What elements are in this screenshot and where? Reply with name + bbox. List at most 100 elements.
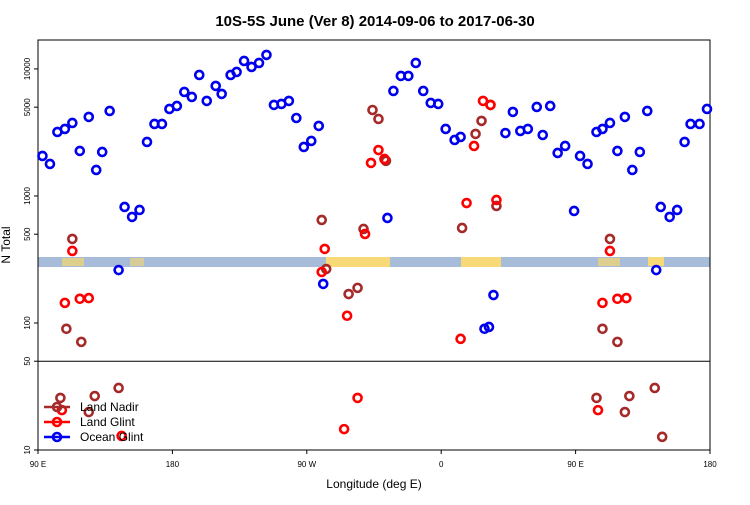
marker (522, 123, 534, 135)
marker (119, 201, 130, 213)
x-tick-label: 180 (703, 460, 717, 469)
marker (544, 100, 556, 112)
marker (298, 141, 310, 153)
marker (373, 113, 384, 125)
marker (656, 431, 668, 443)
marker (358, 223, 369, 235)
marker (373, 144, 384, 156)
marker (491, 194, 502, 206)
marker (134, 204, 145, 216)
marker (597, 323, 608, 335)
marker (67, 117, 78, 129)
marker (59, 123, 71, 135)
y-axis-label: N Total (0, 226, 13, 263)
y-tick-label: 5000 (23, 98, 32, 116)
marker (59, 297, 71, 309)
y-tick-label: 100 (23, 316, 32, 330)
legend-marker (51, 431, 63, 443)
marker (55, 392, 66, 404)
legend-marker (51, 416, 63, 428)
marker (261, 49, 272, 61)
marker (627, 164, 638, 176)
marker (488, 289, 499, 301)
marker (641, 105, 653, 117)
land-patch (62, 258, 84, 266)
marker (113, 264, 124, 276)
marker (313, 120, 325, 132)
marker (89, 390, 101, 402)
marker (67, 245, 78, 257)
marker (440, 123, 451, 135)
marker (193, 69, 205, 81)
marker (476, 115, 487, 127)
marker (507, 106, 519, 118)
marker (485, 99, 496, 111)
marker (104, 105, 115, 117)
marker (238, 55, 250, 67)
marker (634, 146, 646, 158)
marker (582, 158, 593, 170)
legend-label: Ocean Glint (80, 430, 144, 444)
marker (186, 91, 198, 103)
land-patch (598, 258, 620, 266)
marker (83, 292, 95, 304)
marker (67, 233, 78, 245)
marker (74, 145, 86, 157)
marker (283, 95, 295, 107)
x-tick-label: 0 (439, 460, 444, 469)
marker (432, 98, 444, 110)
marker (568, 205, 580, 217)
y-tick-label: 500 (23, 227, 32, 241)
marker (604, 233, 616, 245)
marker (664, 211, 675, 223)
marker (319, 243, 331, 255)
marker (316, 266, 328, 278)
x-tick-label: 90 E (567, 460, 583, 469)
marker (126, 211, 138, 223)
map-strip (38, 257, 710, 267)
marker (500, 127, 511, 139)
marker (671, 204, 683, 216)
marker (403, 70, 414, 82)
marker (359, 228, 371, 240)
marker (619, 111, 631, 123)
marker (44, 158, 56, 170)
marker (559, 140, 571, 152)
marker (388, 85, 399, 97)
marker (650, 264, 662, 276)
marker (591, 392, 602, 404)
marker (83, 406, 95, 418)
marker (352, 282, 363, 294)
marker (210, 80, 222, 92)
marker (316, 214, 328, 226)
chart-title: 10S-5S June (Ver 8) 2014-09-06 to 2017-0… (215, 13, 534, 30)
marker (417, 85, 429, 97)
marker (179, 86, 190, 98)
marker (655, 201, 667, 213)
marker (470, 128, 481, 140)
marker (574, 150, 586, 162)
plot-frame (37, 39, 711, 451)
marker (141, 136, 153, 148)
series (37, 49, 713, 335)
marker (592, 404, 604, 416)
marker (83, 111, 95, 123)
y-tick-label: 10 (23, 445, 32, 454)
marker (679, 136, 690, 148)
marker (216, 88, 227, 100)
marker (624, 390, 635, 402)
marker (305, 135, 317, 147)
marker (338, 423, 350, 435)
marker (352, 392, 363, 404)
marker (116, 430, 127, 442)
marker (537, 129, 549, 141)
marker (113, 382, 124, 394)
marker (343, 288, 354, 300)
legend-label: Land Glint (80, 415, 135, 429)
marker (612, 336, 623, 348)
marker (461, 197, 472, 209)
marker (96, 146, 108, 158)
marker (456, 222, 468, 234)
